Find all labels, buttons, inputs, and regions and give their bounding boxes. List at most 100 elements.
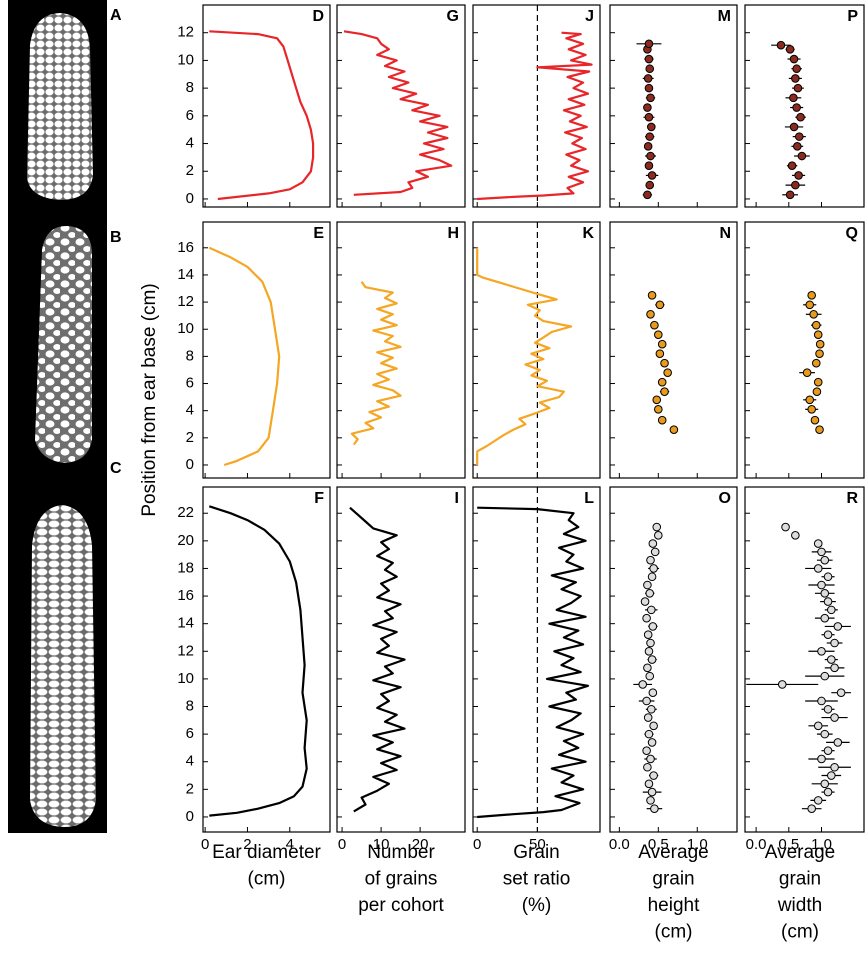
data-point <box>791 531 800 540</box>
data-point <box>811 358 821 368</box>
data-point <box>660 358 669 368</box>
data-point <box>813 796 823 805</box>
data-point <box>794 132 804 141</box>
y-tick-label: 10 <box>177 320 194 337</box>
data-point <box>796 112 805 122</box>
panel-frame <box>472 486 601 833</box>
data-line <box>208 505 308 817</box>
data-point <box>830 762 839 772</box>
data-point <box>646 555 655 565</box>
y-tick-label: 8 <box>186 697 194 714</box>
data-point <box>823 746 833 755</box>
data-point <box>793 83 803 93</box>
panel-frame <box>472 4 601 208</box>
panel-frame <box>202 4 331 208</box>
x-axis-label: Average <box>638 842 708 863</box>
data-line <box>477 506 590 819</box>
data-point <box>644 779 654 789</box>
data-point <box>820 729 830 739</box>
data-point <box>789 54 799 64</box>
data-point <box>823 572 833 582</box>
data-point <box>815 349 824 358</box>
data-point <box>644 54 654 64</box>
data-point <box>644 83 654 93</box>
x-axis-label: grain <box>779 869 821 890</box>
x-axis-label: Grain <box>513 842 559 863</box>
panel-label: A <box>110 7 122 24</box>
data-point <box>815 339 825 349</box>
x-axis-label: height <box>648 895 700 916</box>
data-point <box>827 655 836 664</box>
panel-letter: F <box>314 490 324 507</box>
panel-label: C <box>110 460 122 477</box>
panel-letter: I <box>455 490 459 507</box>
panel-letter: O <box>719 490 731 507</box>
panel-frame <box>609 221 738 479</box>
data-point <box>645 132 655 141</box>
data-point <box>647 738 657 747</box>
x-axis-label: set ratio <box>503 869 571 890</box>
x-tick-label: 0 <box>338 836 346 853</box>
data-point <box>655 300 665 310</box>
data-point <box>785 190 795 200</box>
data-point <box>817 547 826 557</box>
data-point <box>648 539 658 548</box>
y-tick-label: 8 <box>186 79 194 96</box>
data-point <box>827 771 836 780</box>
panel-letter: G <box>447 8 459 25</box>
data-point <box>650 547 660 557</box>
x-tick-label: 0.0 <box>746 836 767 853</box>
data-point <box>833 738 843 747</box>
data-line <box>350 281 402 446</box>
x-tick-label: 20 <box>412 836 429 853</box>
x-tick-label: 1.0 <box>687 836 708 853</box>
data-point <box>794 171 803 180</box>
data-point <box>647 572 657 582</box>
y-tick-label: 6 <box>186 725 194 742</box>
x-tick-label: 0.5 <box>778 836 799 853</box>
data-point <box>652 522 662 532</box>
panel-letter: E <box>313 225 324 242</box>
data-point <box>805 395 815 405</box>
data-point <box>650 320 659 330</box>
x-tick-label: 10 <box>373 836 390 853</box>
data-point <box>797 151 807 161</box>
panel-frame <box>202 221 331 479</box>
panel-frame <box>744 221 865 479</box>
data-point <box>830 663 839 673</box>
data-point <box>792 103 801 112</box>
data-point <box>657 377 667 387</box>
y-tick-label: 14 <box>177 615 194 632</box>
data-point <box>643 713 653 722</box>
data-point <box>646 754 655 764</box>
data-point <box>643 762 652 772</box>
data-point <box>785 45 795 54</box>
panel-frame <box>336 221 466 479</box>
data-point <box>781 522 790 532</box>
panel-frame <box>744 486 865 833</box>
x-axis-label: grain <box>652 869 694 890</box>
data-point <box>792 64 801 74</box>
data-point <box>649 721 658 731</box>
data-point <box>643 74 653 83</box>
data-line <box>476 247 573 465</box>
data-point <box>638 680 648 689</box>
data-line <box>477 31 593 201</box>
data-point <box>813 330 823 339</box>
data-point <box>660 387 669 396</box>
data-point <box>643 142 653 151</box>
data-point <box>643 580 652 590</box>
data-point <box>820 671 830 681</box>
data-point <box>646 310 655 319</box>
y-tick-label: 6 <box>186 107 194 124</box>
data-point <box>648 688 658 698</box>
y-axis-label: Position from ear base (cm) <box>139 283 160 516</box>
ear-image-b <box>35 225 92 463</box>
data-point <box>813 377 823 387</box>
data-point <box>645 589 655 598</box>
data-point <box>836 688 846 698</box>
data-point <box>646 605 656 615</box>
y-tick-label: 14 <box>177 266 194 283</box>
y-tick-label: 2 <box>186 429 194 446</box>
panel-letter: H <box>447 225 459 242</box>
